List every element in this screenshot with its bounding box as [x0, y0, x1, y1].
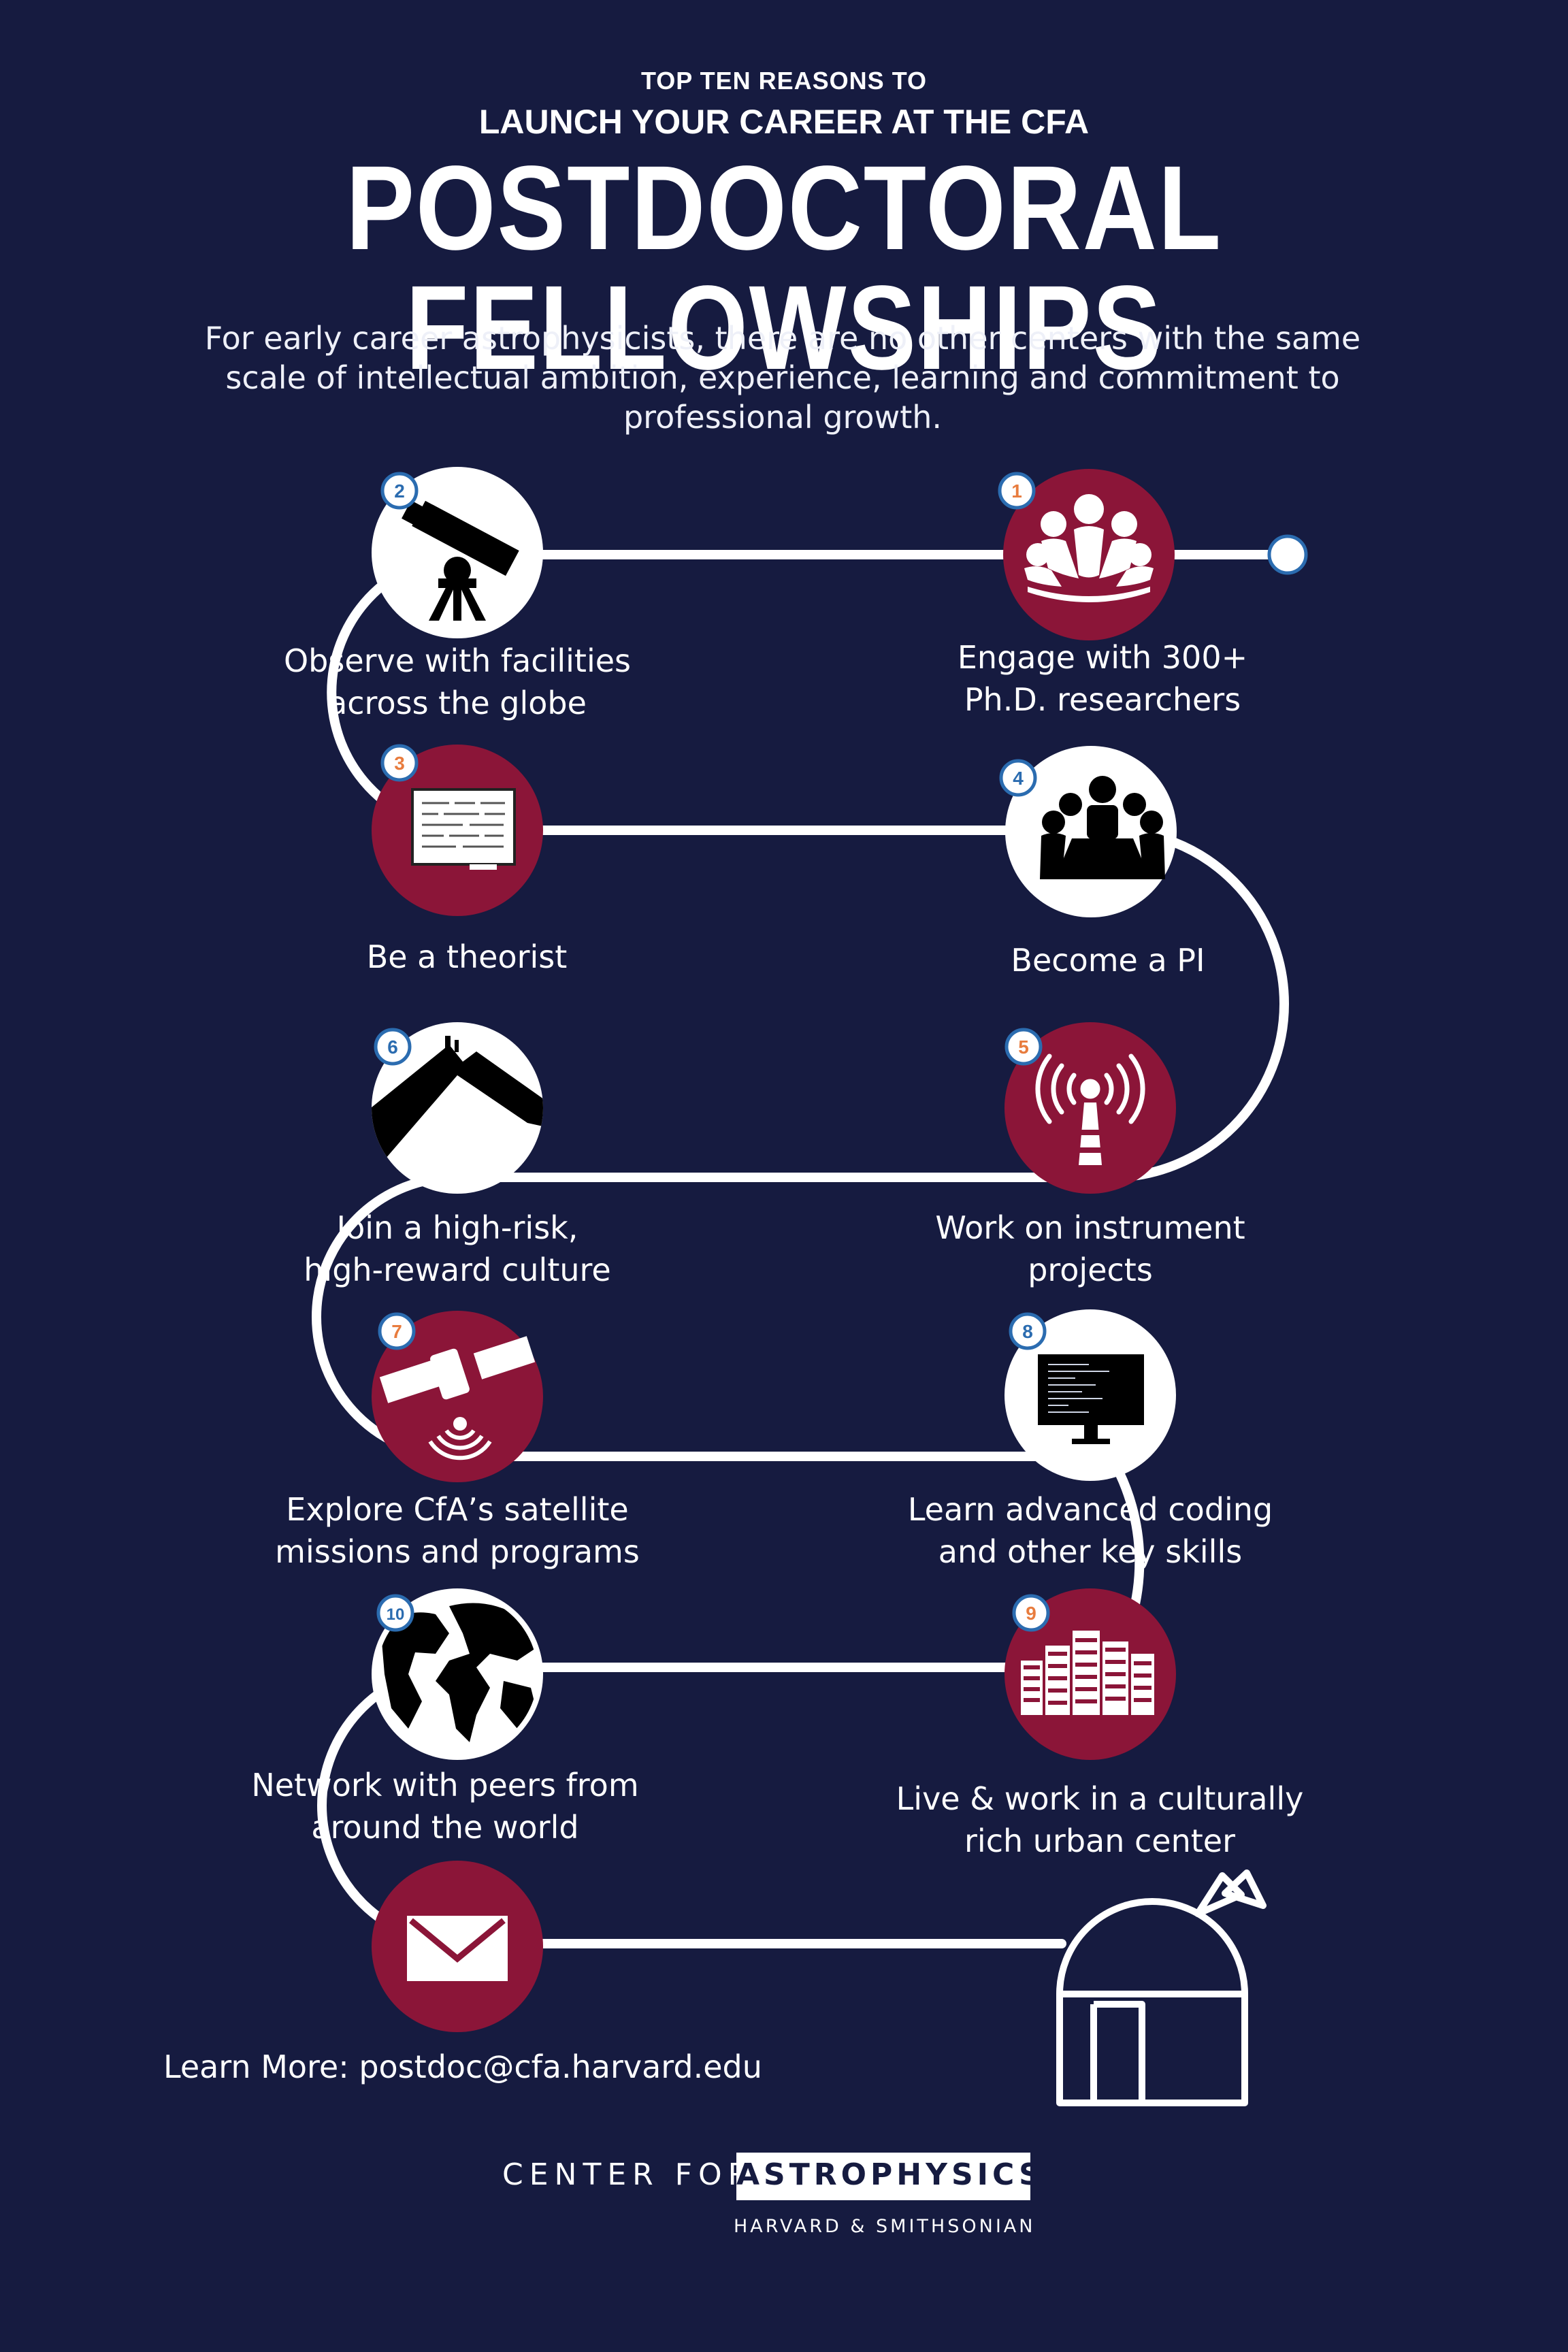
mountain-icon: [372, 1036, 543, 1164]
reason-1-line-1: Engage with 300+: [957, 639, 1248, 676]
reason-2-line-1: Observe with facilities: [283, 642, 632, 679]
reason-6-icon-circle: [372, 1022, 543, 1194]
badge-3-number: 3: [394, 753, 405, 774]
reason-9-line-1: Live & work in a culturally: [896, 1780, 1304, 1817]
badge-8-number: 8: [1022, 1321, 1033, 1342]
reason-8-icon-circle: [1004, 1309, 1176, 1481]
reason-2-line-2: across the globe: [328, 685, 587, 721]
badge-3: [380, 744, 419, 782]
reason-9-line-2: rich urban center: [964, 1823, 1235, 1859]
badge-4: [999, 759, 1037, 797]
reason-10-line-2: around the world: [311, 1809, 579, 1846]
reason-7-line-1: Explore CfA’s satellite: [286, 1491, 629, 1528]
reason-8-line-1: Learn advanced coding: [907, 1491, 1273, 1528]
computer-monitor-icon: [1038, 1354, 1144, 1444]
badge-7-number: 7: [391, 1321, 402, 1342]
city-buildings-icon: [1021, 1631, 1154, 1715]
reason-6-label: Join a high-risk, high-reward culture: [253, 1207, 662, 1291]
badge-5: [1004, 1028, 1043, 1066]
reason-6-line-1: Join a high-risk,: [336, 1209, 578, 1246]
reason-1-label: Engage with 300+ Ph.D. researchers: [898, 636, 1307, 721]
badge-10: [376, 1594, 414, 1632]
antenna-icon: [1035, 1054, 1145, 1165]
reason-9-label: Live & work in a culturally rich urban c…: [841, 1778, 1358, 1862]
reason-8-label: Learn advanced coding and other key skil…: [852, 1488, 1328, 1573]
page-title: POSTDOCTORAL FELLOWSHIPS: [346, 142, 1222, 395]
reason-4-line-1: Become a PI: [1011, 942, 1205, 979]
logo-box: [736, 2153, 1030, 2200]
logo-center-for: CENTER FOR: [502, 2157, 755, 2192]
contact-icon-circle[interactable]: [372, 1861, 543, 2032]
observatory-dome-icon: [1056, 1869, 1267, 2106]
path-start-dot: [1267, 534, 1308, 575]
reason-5-line-1: Work on instrument: [935, 1209, 1245, 1246]
envelope-icon: [407, 1916, 508, 1981]
badge-2-number: 2: [394, 480, 405, 502]
badge-4-number: 4: [1013, 768, 1024, 789]
satellite-icon: [379, 1336, 536, 1460]
reason-1-icon-circle: [1003, 469, 1175, 640]
meeting-icon: [1040, 776, 1165, 879]
reason-7-icon-circle: [372, 1311, 543, 1482]
subheading: LAUNCH YOUR CAREER AT THE CFA: [478, 103, 1090, 141]
reason-2-label: Observe with facilities across the globe: [253, 640, 662, 724]
chalkboard-icon: [411, 788, 516, 870]
reason-1-line-2: Ph.D. researchers: [964, 681, 1241, 718]
logo-harvard-smithsonian: HARVARD & SMITHSONIAN: [734, 2216, 1036, 2237]
badge-9: [1012, 1594, 1050, 1632]
reason-5-line-2: projects: [1028, 1252, 1153, 1288]
reason-5-label: Work on instrument projects: [886, 1207, 1294, 1291]
number-badges: [374, 472, 1050, 1632]
badge-8: [1009, 1312, 1047, 1350]
reason-7-line-2: missions and programs: [275, 1533, 640, 1570]
badge-1-number: 1: [1011, 480, 1022, 502]
globe-icon: [377, 1594, 538, 1754]
reason-10-label: Network with peers from around the world: [207, 1764, 683, 1848]
reason-5-icon-circle: [1004, 1022, 1176, 1194]
badge-6-number: 6: [387, 1036, 398, 1058]
reason-4-icon-circle: [1005, 746, 1177, 917]
intro-paragraph: For early career astrophysicists, there …: [204, 320, 1361, 436]
badge-2: [380, 472, 419, 510]
badge-7: [378, 1312, 416, 1350]
badge-5-number: 5: [1018, 1036, 1029, 1058]
badge-10-number: 10: [387, 1605, 405, 1624]
reason-3-icon-circle: [372, 745, 543, 916]
badge-9-number: 9: [1026, 1603, 1036, 1624]
badge-1: [998, 472, 1036, 510]
badge-6: [374, 1028, 412, 1066]
contact-email-link[interactable]: Learn More: postdoc@cfa.harvard.edu: [163, 2048, 762, 2085]
telescope-icon: [402, 500, 519, 621]
reason-10-line-1: Network with peers from: [251, 1767, 639, 1803]
reason-10-icon-circle: [372, 1588, 543, 1760]
kicker-heading: TOP TEN REASONS TO: [640, 67, 928, 95]
reason-4-label: Become a PI: [904, 939, 1312, 981]
reason-9-icon-circle: [1004, 1588, 1176, 1760]
reason-8-line-2: and other key skills: [938, 1533, 1243, 1570]
reason-7-label: Explore CfA’s satellite missions and pro…: [219, 1488, 696, 1573]
reason-6-line-2: high-reward culture: [304, 1252, 611, 1288]
reason-3-line-1: Be a theorist: [366, 938, 568, 975]
reason-3-label: Be a theorist: [263, 936, 671, 978]
people-network-icon: [1024, 494, 1154, 602]
logo-astrophysics: ASTROPHYSICS: [736, 2157, 1045, 2192]
reason-2-icon-circle: [372, 467, 543, 638]
